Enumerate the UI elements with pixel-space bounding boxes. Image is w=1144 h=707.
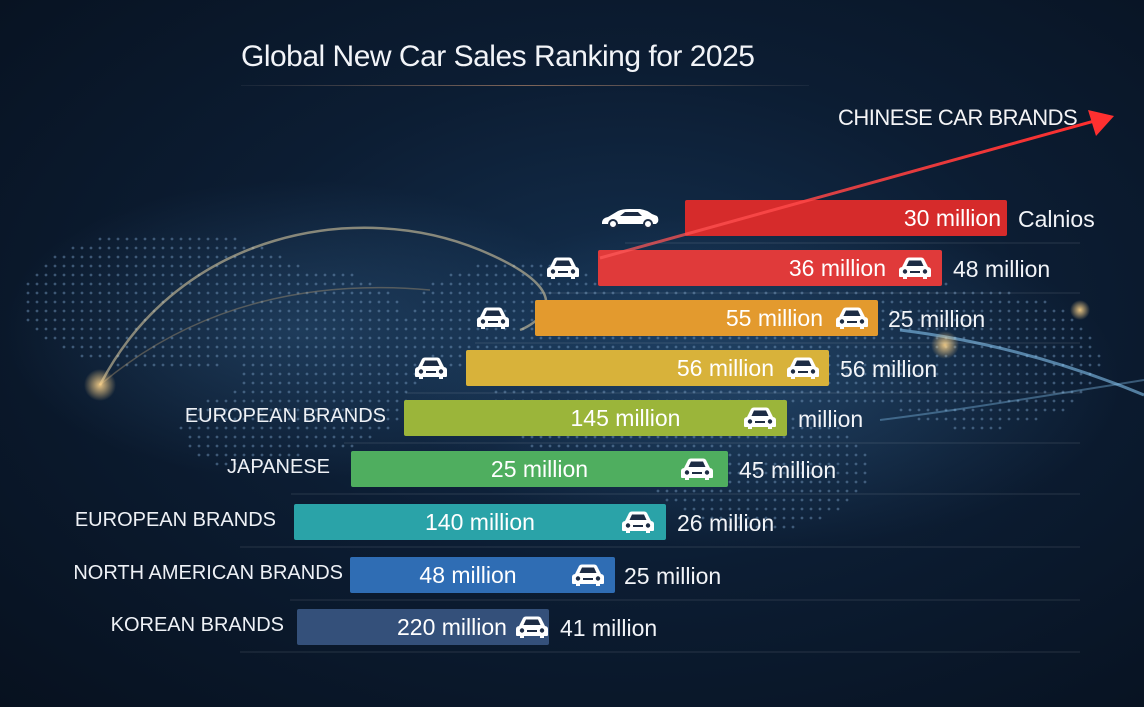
growth-arrow — [599, 110, 1114, 260]
side-value-label: 45 million — [739, 457, 836, 483]
side-value-label: 56 million — [840, 356, 937, 382]
bar-value-label: 30 million — [904, 205, 1001, 231]
category-label: EUROPEAN BRANDS — [75, 509, 276, 531]
chinese-brands-callout: CHINESE CAR BRANDS — [838, 105, 1078, 130]
bar-row: 56 million 56 million — [406, 350, 1080, 394]
bar — [685, 200, 1007, 236]
bar-row: 55 million 25 million — [475, 300, 1080, 344]
bar — [535, 300, 878, 336]
side-value-label: Calnios — [1018, 206, 1095, 232]
bar-row: 36 million 48 million — [538, 250, 1080, 294]
bar — [294, 504, 666, 540]
bar-row: 140 million 26 million EUROPEAN BRANDS — [75, 504, 1080, 548]
category-label: KOREAN BRANDS — [111, 614, 284, 636]
bar-row: 30 million Calnios — [601, 200, 1095, 244]
bar-row: 48 million 25 million NORTH AMERICAN BRAND… — [73, 557, 1080, 601]
bar-row: 145 million million EUROPEAN BRANDS — [185, 400, 1080, 444]
side-value-label: 41 million — [560, 615, 657, 641]
side-value-label: 25 million — [624, 563, 721, 589]
bar-value-label: 48 million — [419, 562, 516, 588]
bar-row: 25 million 45 million JAPANESE — [227, 451, 1080, 495]
title-divider — [241, 85, 809, 86]
category-label: EUROPEAN BRANDS — [185, 405, 386, 427]
bar-value-label: 36 million — [789, 255, 886, 281]
car-icon — [477, 307, 509, 329]
bar — [404, 400, 787, 436]
bar — [350, 557, 615, 593]
side-value-label: million — [798, 406, 863, 432]
side-value-label: 48 million — [953, 256, 1050, 282]
category-label: NORTH AMERICAN BRANDS — [73, 562, 343, 584]
chart-title: Global New Car Sales Ranking for 2025 — [241, 40, 755, 73]
bar-value-label: 56 million — [677, 355, 774, 381]
bar — [297, 609, 549, 645]
bar-value-label: 145 million — [571, 405, 681, 431]
car-icon — [415, 357, 447, 379]
side-value-label: 26 million — [677, 510, 774, 536]
category-label: JAPANESE — [227, 456, 330, 478]
bar-row: 220 million 41 million KOREAN BRANDS — [111, 609, 1080, 653]
bar-value-label: 25 million — [491, 456, 588, 482]
bar — [466, 350, 829, 386]
car-icon — [547, 257, 579, 279]
bar — [351, 451, 728, 487]
bar — [598, 250, 942, 286]
bar-value-label: 220 million — [397, 614, 507, 640]
bar-value-label: 55 million — [726, 305, 823, 331]
sports-car-icon — [601, 208, 660, 229]
side-value-label: 25 million — [888, 306, 985, 332]
bar-value-label: 140 million — [425, 509, 535, 535]
